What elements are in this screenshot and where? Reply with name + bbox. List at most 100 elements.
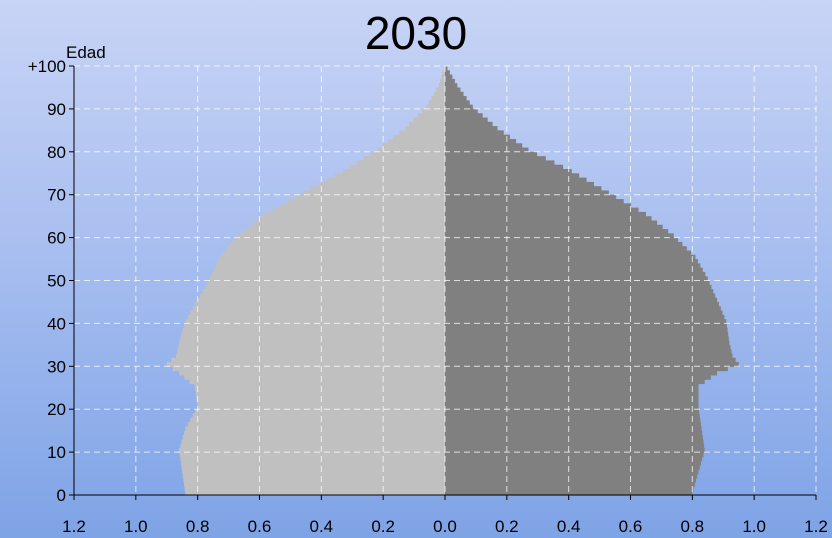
- bar-right-age-66: [445, 207, 639, 213]
- x-tick-label: 0.8: [681, 517, 705, 536]
- bar-right-age-98: [445, 70, 450, 76]
- y-tick-label: 60: [47, 229, 66, 248]
- bar-left-age-23: [195, 392, 445, 397]
- y-tick-label: 30: [47, 357, 66, 376]
- bar-left-age-35: [179, 340, 445, 346]
- y-tick-label: 0: [57, 486, 66, 505]
- bar-right-age-65: [445, 211, 646, 217]
- bar-left-age-4: [182, 473, 445, 479]
- bar-left-age-43: [192, 306, 445, 312]
- bar-left-age-74: [334, 173, 445, 179]
- bar-left-age-27: [184, 374, 445, 380]
- bar-left-age-13: [182, 434, 445, 440]
- bar-right-age-9: [445, 452, 704, 457]
- bar-right-age-38: [445, 327, 728, 333]
- bar-left-age-56: [223, 250, 445, 256]
- bar-left-age-99: [443, 66, 445, 71]
- bar-right-age-64: [445, 216, 652, 222]
- bar-right-age-58: [445, 241, 683, 247]
- bar-right-age-90: [445, 104, 473, 110]
- x-tick-label: 1.2: [804, 517, 828, 536]
- bar-right-age-51: [445, 271, 706, 277]
- bar-left-age-46: [200, 293, 445, 299]
- bar-right-age-78: [445, 156, 546, 161]
- bar-right-age-39: [445, 323, 727, 329]
- x-tick-label: 1.0: [124, 517, 148, 536]
- bar-right-age-21: [445, 400, 699, 406]
- bar-right-age-70: [445, 190, 609, 196]
- bar-right-age-96: [445, 78, 455, 84]
- bar-right-age-20: [445, 404, 699, 410]
- bar-left-age-94: [436, 87, 445, 93]
- bar-right-age-10: [445, 447, 705, 453]
- bar-left-age-55: [219, 254, 445, 260]
- bar-right-age-92: [445, 96, 467, 101]
- bar-right-age-4: [445, 473, 698, 479]
- bar-right-age-85: [445, 126, 498, 131]
- bar-right-age-36: [445, 336, 729, 342]
- bar-right-age-94: [445, 87, 461, 93]
- bar-right-age-25: [445, 383, 699, 389]
- bar-right-age-84: [445, 130, 504, 136]
- bar-right-age-5: [445, 469, 699, 475]
- bar-left-age-83: [393, 134, 445, 140]
- bar-right-age-12: [445, 439, 704, 445]
- bar-left-age-77: [356, 160, 445, 166]
- bar-right-age-49: [445, 280, 710, 286]
- bar-right-age-8: [445, 456, 703, 462]
- bar-right-age-80: [445, 147, 529, 153]
- bar-right-age-40: [445, 319, 727, 324]
- y-tick-label: 50: [47, 272, 66, 291]
- bar-left-age-22: [196, 396, 445, 402]
- x-tick-label: 0.8: [186, 517, 210, 536]
- bar-left-age-65: [265, 211, 445, 217]
- bar-right-age-31: [445, 357, 736, 363]
- bar-right-age-76: [445, 164, 564, 170]
- bar-left-age-30: [166, 362, 445, 367]
- bar-right-age-75: [445, 169, 572, 174]
- x-tick-label: 0.4: [310, 517, 334, 536]
- bar-right-age-3: [445, 477, 697, 483]
- bar-right-age-42: [445, 310, 723, 316]
- bar-left-age-88: [417, 113, 445, 119]
- bar-right-age-83: [445, 134, 510, 140]
- bar-right-age-46: [445, 293, 716, 299]
- bar-right-age-59: [445, 237, 679, 243]
- bar-left-age-81: [382, 143, 445, 149]
- bar-right-age-50: [445, 276, 708, 282]
- bar-left-age-39: [184, 323, 445, 329]
- x-tick-label: 0.4: [557, 517, 581, 536]
- bar-left-age-82: [388, 138, 445, 144]
- bar-right-age-61: [445, 229, 669, 234]
- bar-left-age-53: [215, 263, 445, 269]
- bar-right-age-47: [445, 289, 714, 294]
- bar-left-age-93: [433, 91, 445, 97]
- x-tick-label: 0.6: [248, 517, 272, 536]
- bar-right-age-79: [445, 151, 538, 157]
- bar-left-age-8: [180, 456, 445, 462]
- x-tick-label: 1.2: [62, 517, 86, 536]
- bar-left-age-70: [302, 190, 445, 196]
- bar-right-age-56: [445, 250, 692, 256]
- bar-right-age-45: [445, 297, 718, 303]
- y-tick-label: 20: [47, 400, 66, 419]
- bar-right-age-72: [445, 181, 595, 187]
- bar-left-age-9: [179, 452, 446, 457]
- bar-right-age-32: [445, 353, 733, 359]
- bar-left-age-25: [194, 383, 445, 389]
- bar-left-age-90: [426, 104, 445, 110]
- bar-left-age-38: [182, 327, 445, 333]
- bar-left-age-52: [213, 267, 445, 273]
- bar-left-age-91: [428, 100, 445, 106]
- bar-left-age-16: [187, 422, 446, 427]
- y-tick-label: 90: [47, 100, 66, 119]
- bar-right-age-43: [445, 306, 721, 312]
- bar-left-age-44: [195, 301, 445, 307]
- bar-right-age-0: [445, 490, 693, 496]
- bar-right-age-67: [445, 203, 632, 209]
- chart-title: 2030: [364, 7, 468, 59]
- bar-left-age-12: [181, 439, 445, 445]
- bar-left-age-67: [280, 203, 445, 209]
